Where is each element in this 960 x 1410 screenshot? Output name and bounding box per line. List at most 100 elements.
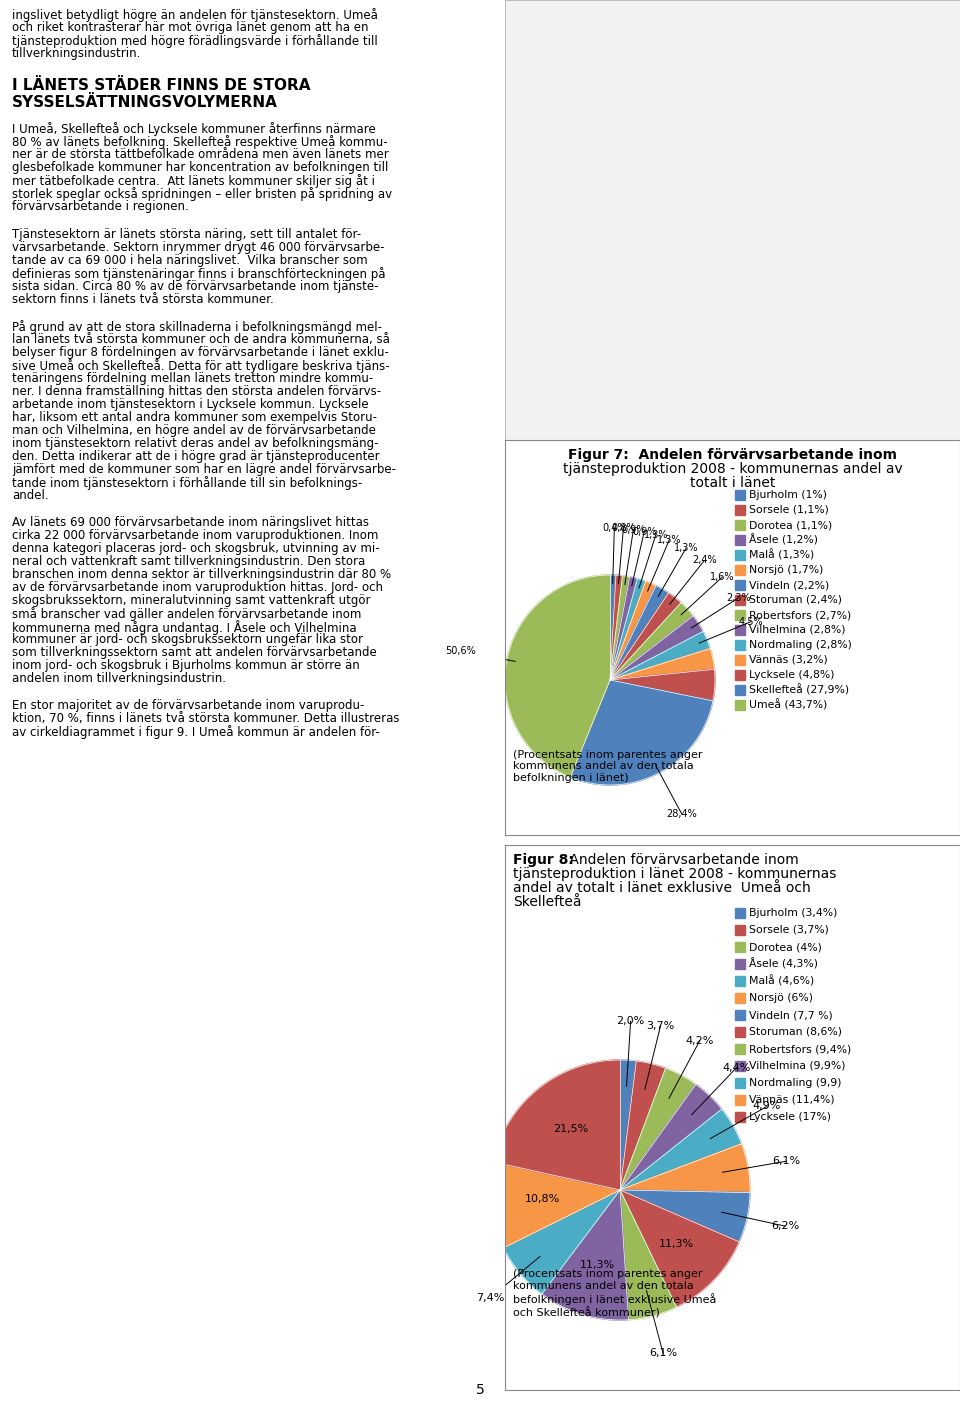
Bar: [735, 925, 745, 935]
Text: 4,4%: 4,4%: [722, 1063, 751, 1073]
Text: mer tätbefolkade centra.  Att länets kommuner skiljer sig åt i: mer tätbefolkade centra. Att länets komm…: [12, 173, 375, 188]
Polygon shape: [610, 602, 693, 680]
Text: skogsbrukssektorn, mineralutvinning samt vattenkraft utgör: skogsbrukssektorn, mineralutvinning samt…: [12, 594, 371, 606]
Polygon shape: [610, 575, 630, 680]
Bar: [735, 491, 745, 501]
Text: Vilhelmina (9,9%): Vilhelmina (9,9%): [749, 1060, 846, 1072]
Text: 4,9%: 4,9%: [753, 1101, 781, 1111]
Text: Storuman (8,6%): Storuman (8,6%): [749, 1026, 842, 1036]
Text: sive Umeå och Skellefteå. Detta för att tydligare beskriva tjäns-: sive Umeå och Skellefteå. Detta för att …: [12, 360, 390, 374]
Bar: [735, 611, 745, 620]
Polygon shape: [610, 592, 681, 680]
Text: som tillverkningssektorn samt att andelen förvärvsarbetande: som tillverkningssektorn samt att andele…: [12, 646, 376, 658]
Text: Storuman (2,4%): Storuman (2,4%): [749, 595, 842, 605]
Text: Malå (1,3%): Malå (1,3%): [749, 550, 814, 561]
Text: av de förvärvsarbetande inom varuproduktion hittas. Jord- och: av de förvärvsarbetande inom varuprodukt…: [12, 581, 383, 594]
Text: SYSSELSÄTTNINGSVOLYMERNA: SYSSELSÄTTNINGSVOLYMERNA: [12, 94, 277, 110]
Bar: [735, 908, 745, 918]
Bar: [735, 625, 745, 634]
Text: 2,3%: 2,3%: [726, 594, 751, 603]
Text: Vännäs (3,2%): Vännäs (3,2%): [749, 656, 828, 666]
Text: arbetande inom tjänstesektorn i Lycksele kommun. Lycksele: arbetande inom tjänstesektorn i Lycksele…: [12, 398, 369, 410]
Text: 7,4%: 7,4%: [476, 1293, 504, 1303]
Polygon shape: [490, 1162, 620, 1248]
Polygon shape: [620, 1084, 722, 1190]
Polygon shape: [610, 585, 668, 680]
Bar: [735, 550, 745, 560]
Text: Åsele (4,3%): Åsele (4,3%): [749, 959, 818, 970]
Text: 6,2%: 6,2%: [771, 1221, 800, 1231]
Text: Bjurholm (3,4%): Bjurholm (3,4%): [749, 908, 837, 918]
Text: av cirkeldiagrammet i figur 9. I Umeå kommun är andelen för-: av cirkeldiagrammet i figur 9. I Umeå ko…: [12, 725, 380, 739]
Text: En stor majoritet av de förvärvsarbetande inom varuprodu-: En stor majoritet av de förvärvsarbetand…: [12, 699, 365, 712]
Text: Vindeln (2,2%): Vindeln (2,2%): [749, 580, 829, 589]
Text: totalt i länet: totalt i länet: [690, 477, 775, 491]
Bar: [735, 580, 745, 589]
Text: belyser figur 8 fördelningen av förvärvsarbetande i länet exklu-: belyser figur 8 fördelningen av förvärvs…: [12, 345, 389, 360]
Text: inom tjänstesektorn relativt deras andel av befolkningsmäng-: inom tjänstesektorn relativt deras andel…: [12, 437, 378, 450]
Bar: [735, 1010, 745, 1019]
Bar: [735, 1026, 745, 1036]
Text: Vännäs (11,4%): Vännäs (11,4%): [749, 1096, 834, 1105]
Text: tjänsteproduktion i länet 2008 - kommunernas: tjänsteproduktion i länet 2008 - kommune…: [513, 867, 836, 881]
Text: Nordmaling (9,9): Nordmaling (9,9): [749, 1079, 842, 1089]
Polygon shape: [610, 578, 646, 680]
Bar: [735, 1043, 745, 1055]
Text: ner är de största tättbefolkade områdena men även länets mer: ner är de största tättbefolkade områdena…: [12, 148, 389, 161]
Text: ingslivet betydligt högre än andelen för tjänstesektorn. Umeå: ingslivet betydligt högre än andelen för…: [12, 8, 378, 23]
Text: Figur 7:  Andelen förvärvsarbetande inom: Figur 7: Andelen förvärvsarbetande inom: [568, 448, 897, 462]
Text: Robertsfors (2,7%): Robertsfors (2,7%): [749, 611, 852, 620]
Text: Nordmaling (2,8%): Nordmaling (2,8%): [749, 640, 852, 650]
Text: branschen inom denna sektor är tillverkningsindustrin där 80 %: branschen inom denna sektor är tillverkn…: [12, 568, 391, 581]
Text: 50,6%: 50,6%: [445, 646, 476, 656]
Text: Bjurholm (1%): Bjurholm (1%): [749, 491, 827, 501]
Text: ner. I denna framställning hittas den största andelen förvärvs-: ner. I denna framställning hittas den st…: [12, 385, 381, 398]
Text: 2,0%: 2,0%: [616, 1017, 645, 1026]
Text: Malå (4,6%): Malå (4,6%): [749, 976, 814, 987]
Text: 0,8%: 0,8%: [612, 523, 636, 533]
Bar: [735, 959, 745, 969]
Text: definieras som tjänstenäringar finns i branschförteckningen på: definieras som tjänstenäringar finns i b…: [12, 266, 386, 281]
Polygon shape: [610, 670, 715, 701]
Polygon shape: [610, 616, 703, 680]
Bar: [735, 1060, 745, 1072]
Text: Norsjö (6%): Norsjö (6%): [749, 993, 813, 1003]
Text: inom jord- och skogsbruk i Bjurholms kommun är större än: inom jord- och skogsbruk i Bjurholms kom…: [12, 658, 360, 673]
Bar: [735, 505, 745, 515]
Text: lan länets två största kommuner och de andra kommunerna, så: lan länets två största kommuner och de a…: [12, 333, 390, 345]
Text: Vilhelmina (2,8%): Vilhelmina (2,8%): [749, 625, 846, 634]
Text: Lycksele (17%): Lycksele (17%): [749, 1112, 831, 1122]
Text: Skellefteå: Skellefteå: [513, 895, 582, 909]
Text: 0,4%: 0,4%: [602, 523, 627, 533]
Bar: [735, 1112, 745, 1122]
Text: 80 % av länets befolkning. Skellefteå respektive Umeå kommu-: 80 % av länets befolkning. Skellefteå re…: [12, 135, 388, 149]
Text: tande av ca 69 000 i hela näringslivet.  Vilka branscher som: tande av ca 69 000 i hela näringslivet. …: [12, 254, 368, 266]
Text: 1,6%: 1,6%: [710, 572, 734, 582]
Text: Sorsele (3,7%): Sorsele (3,7%): [749, 925, 828, 935]
Text: 1,3%: 1,3%: [657, 534, 682, 544]
Text: jämfört med de kommuner som har en lägre andel förvärvsarbe-: jämfört med de kommuner som har en lägre…: [12, 462, 396, 477]
Text: små branscher vad gäller andelen förvärvsarbetande inom: små branscher vad gäller andelen förvärv…: [12, 606, 361, 620]
Text: Av länets 69 000 förvärvsarbetande inom näringslivet hittas: Av länets 69 000 förvärvsarbetande inom …: [12, 516, 369, 529]
Text: 28,4%: 28,4%: [666, 809, 697, 819]
Text: cirka 22 000 förvärvsarbetande inom varuproduktionen. Inom: cirka 22 000 förvärvsarbetande inom varu…: [12, 529, 378, 541]
Polygon shape: [620, 1069, 696, 1190]
Text: tillverkningsindustrin.: tillverkningsindustrin.: [12, 47, 141, 61]
Text: Skellefteå (27,9%): Skellefteå (27,9%): [749, 684, 850, 695]
Text: glesbefolkade kommuner har koncentration av befolkningen till: glesbefolkade kommuner har koncentration…: [12, 161, 389, 173]
Text: 4,2%: 4,2%: [685, 1036, 714, 1046]
Text: kommunerna med några undantag. I Åsele och Vilhelmina: kommunerna med några undantag. I Åsele o…: [12, 620, 356, 634]
Bar: [735, 699, 745, 711]
Text: sektorn finns i länets två största kommuner.: sektorn finns i länets två största kommu…: [12, 293, 274, 306]
Text: Sorsele (1,1%): Sorsele (1,1%): [749, 505, 828, 515]
Bar: [735, 520, 745, 530]
Text: 11,3%: 11,3%: [580, 1259, 615, 1270]
Text: I LÄNETS STÄDER FINNS DE STORA: I LÄNETS STÄDER FINNS DE STORA: [12, 78, 310, 93]
Polygon shape: [610, 581, 656, 680]
Text: denna kategori placeras jord- och skogsbruk, utvinning av mi-: denna kategori placeras jord- och skogsb…: [12, 541, 379, 556]
Text: Umeå (43,7%): Umeå (43,7%): [749, 699, 828, 711]
Bar: [735, 565, 745, 575]
Polygon shape: [610, 632, 710, 680]
Polygon shape: [505, 575, 610, 777]
Text: 11,3%: 11,3%: [659, 1239, 694, 1249]
